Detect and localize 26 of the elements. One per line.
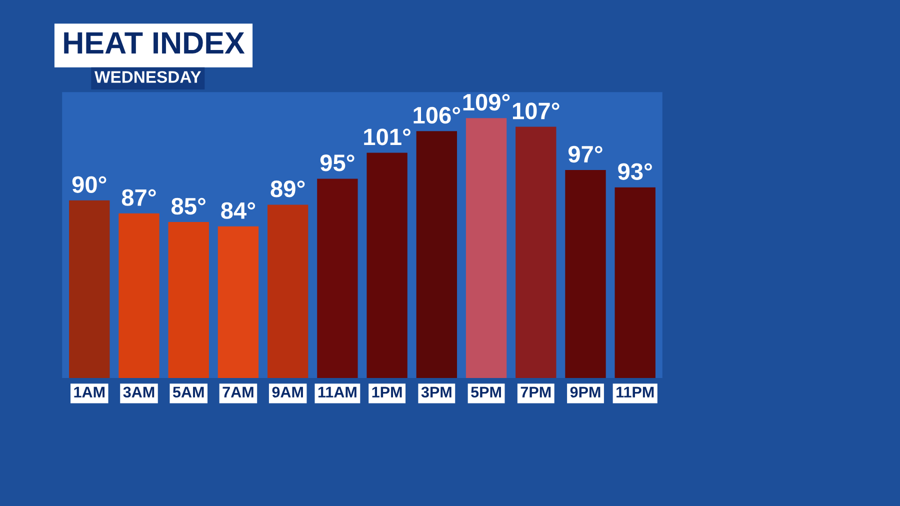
- x-tick-label: 11PM: [616, 386, 654, 398]
- x-tick-label: 7PM: [520, 386, 551, 398]
- data-label: 93°: [618, 163, 652, 180]
- chart-subtitle: WEDNESDAY: [94, 71, 202, 83]
- x-tick-label: 5AM: [172, 386, 204, 398]
- x-tick-label: 1AM: [74, 386, 104, 398]
- chart-title: HEAT INDEX: [64, 32, 245, 54]
- data-label: 107°: [512, 102, 560, 120]
- data-label: 90°: [72, 176, 106, 193]
- x-tick-label: 3PM: [421, 386, 452, 398]
- data-label: 87°: [122, 189, 156, 206]
- data-label: 95°: [320, 154, 354, 172]
- data-label: 109°: [463, 94, 510, 111]
- x-tick-label: 9PM: [570, 386, 600, 398]
- x-tick-label: 9AM: [272, 386, 303, 398]
- x-tick-label: 1PM: [372, 386, 402, 398]
- data-label: 97°: [568, 146, 602, 163]
- x-tick-label: 7AM: [222, 386, 254, 398]
- data-label: 106°: [414, 106, 460, 124]
- x-tick-label: 11AM: [318, 386, 356, 398]
- data-label: 84°: [221, 202, 256, 219]
- x-tick-label: 3AM: [123, 386, 154, 398]
- x-tick-label: 5PM: [471, 386, 501, 398]
- data-label: 85°: [172, 198, 206, 215]
- data-label: 101°: [364, 128, 410, 146]
- data-label: 89°: [270, 180, 305, 198]
